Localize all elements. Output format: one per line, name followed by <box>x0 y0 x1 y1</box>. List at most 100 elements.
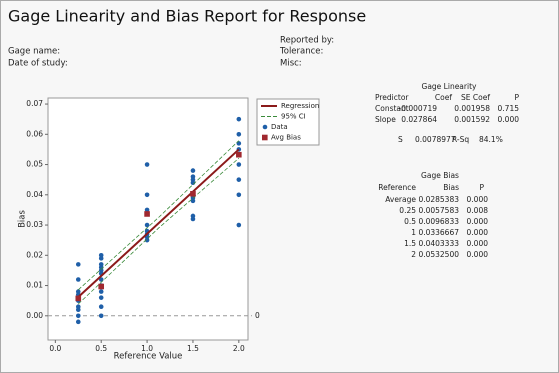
x-tick-label: 1.0 <box>141 344 153 353</box>
table-cell: 0.000 <box>467 239 489 248</box>
data-point <box>98 313 104 319</box>
table-cell: -0.000719 <box>399 104 438 113</box>
avg-bias-point <box>98 283 105 290</box>
data-point <box>236 116 242 122</box>
table-cell: Constant <box>375 104 409 113</box>
table-cell: 0.0096833 <box>418 217 459 226</box>
data-point <box>98 295 104 300</box>
avg-bias-point <box>144 211 150 217</box>
data-point <box>236 192 242 198</box>
data-point <box>98 304 104 310</box>
table-cell: 0.715 <box>498 104 520 113</box>
table-cell: 0.000 <box>467 250 489 259</box>
y-tick-label: 0.01 <box>26 281 43 290</box>
table-cell: 0.0336667 <box>418 228 459 237</box>
ci-line <box>78 157 240 305</box>
x-tick-label: 0.0 <box>49 344 61 353</box>
y-axis-label: Bias <box>18 210 28 228</box>
y-tick-label: 0.02 <box>26 250 43 259</box>
data-point <box>98 256 104 261</box>
table-header: Predictor <box>375 93 409 102</box>
legend-label: Avg Bias <box>271 134 301 142</box>
ci-line <box>78 140 240 291</box>
table-cell: 1.5 <box>404 239 416 248</box>
data-point <box>75 319 81 325</box>
x-axis-label: Reference Value <box>114 352 183 362</box>
x-tick-label: 2.0 <box>233 344 245 353</box>
table-title: Gage Linearity <box>422 82 478 91</box>
avg-bias-point <box>75 295 82 302</box>
info-label: Reported by: <box>280 36 334 46</box>
plot-area <box>47 97 249 341</box>
fit-stat: R-Sq <box>452 135 469 144</box>
fit-stat: 0.0078977 <box>415 135 456 144</box>
table-header: P <box>514 93 519 102</box>
legend-swatch <box>262 124 268 130</box>
x-tick-label: 0.5 <box>95 344 107 353</box>
table-cell: 0.5 <box>404 217 416 226</box>
data-point <box>236 132 242 137</box>
table-cell: 0.000 <box>467 195 489 204</box>
table-cell: 0.0403333 <box>418 239 459 248</box>
data-point <box>144 207 150 213</box>
table-header: Reference <box>378 183 416 192</box>
avg-bias-point <box>190 190 196 197</box>
data-point <box>98 289 104 294</box>
data-point <box>144 222 150 228</box>
table-header: SE Coef <box>461 93 490 102</box>
info-label: Misc: <box>280 59 302 69</box>
table-header: Bias <box>443 183 459 192</box>
table-cell: 2 <box>411 250 416 259</box>
legend-label: 95% CI <box>281 113 306 121</box>
table-cell: 0.0532500 <box>418 250 459 259</box>
info-label: Date of study: <box>8 59 68 69</box>
data-point <box>190 216 196 222</box>
table-title: Gage Bias <box>421 171 459 180</box>
table-cell: 0.000 <box>467 228 489 237</box>
legend-swatch <box>262 134 268 141</box>
reference-label: 0 <box>255 311 260 320</box>
data-point <box>190 198 196 204</box>
legend-label: Data <box>271 123 288 131</box>
y-tick-label: 0.07 <box>26 99 43 108</box>
table-cell: 1 <box>411 228 416 237</box>
y-tick-label: 0.06 <box>26 129 43 138</box>
data-point <box>236 222 242 228</box>
report-title: Gage Linearity and Bias Report for Respo… <box>8 7 366 26</box>
table-cell: 0.027864 <box>401 115 437 124</box>
data-point <box>236 162 242 167</box>
info-label: Gage name: <box>8 47 60 57</box>
avg-bias-point <box>236 151 242 158</box>
data-point <box>144 192 150 198</box>
data-point <box>190 168 196 173</box>
table-cell: 0.008 <box>467 206 489 215</box>
legend-label: Regression <box>281 102 319 110</box>
table-cell: 0.001592 <box>454 115 490 124</box>
table-cell: 0.000 <box>467 217 489 226</box>
table-header: Coef <box>435 93 452 102</box>
table-cell: 0.001958 <box>454 104 490 113</box>
table-cell: Average <box>385 195 416 204</box>
table-cell: Slope <box>375 115 396 124</box>
info-label: Tolerance: <box>279 47 323 57</box>
fit-stat: S <box>398 135 403 144</box>
data-point <box>75 277 81 282</box>
data-point <box>236 177 242 182</box>
table-cell: 0.000 <box>498 115 520 124</box>
y-tick-label: 0.03 <box>26 220 43 229</box>
data-point <box>75 262 81 267</box>
table-header: P <box>479 183 484 192</box>
y-tick-label: 0.00 <box>26 311 43 320</box>
data-point <box>144 237 150 243</box>
y-tick-label: 0.04 <box>26 190 43 199</box>
regression-line <box>77 148 240 298</box>
table-cell: 0.0057583 <box>418 206 459 215</box>
table-cell: 0.0285383 <box>418 195 459 204</box>
data-point <box>75 307 81 313</box>
fit-stat: 84.1% <box>479 135 503 144</box>
data-point <box>144 162 150 167</box>
x-tick-label: 1.5 <box>187 344 199 353</box>
data-point <box>75 313 81 319</box>
table-cell: 0.25 <box>399 206 416 215</box>
